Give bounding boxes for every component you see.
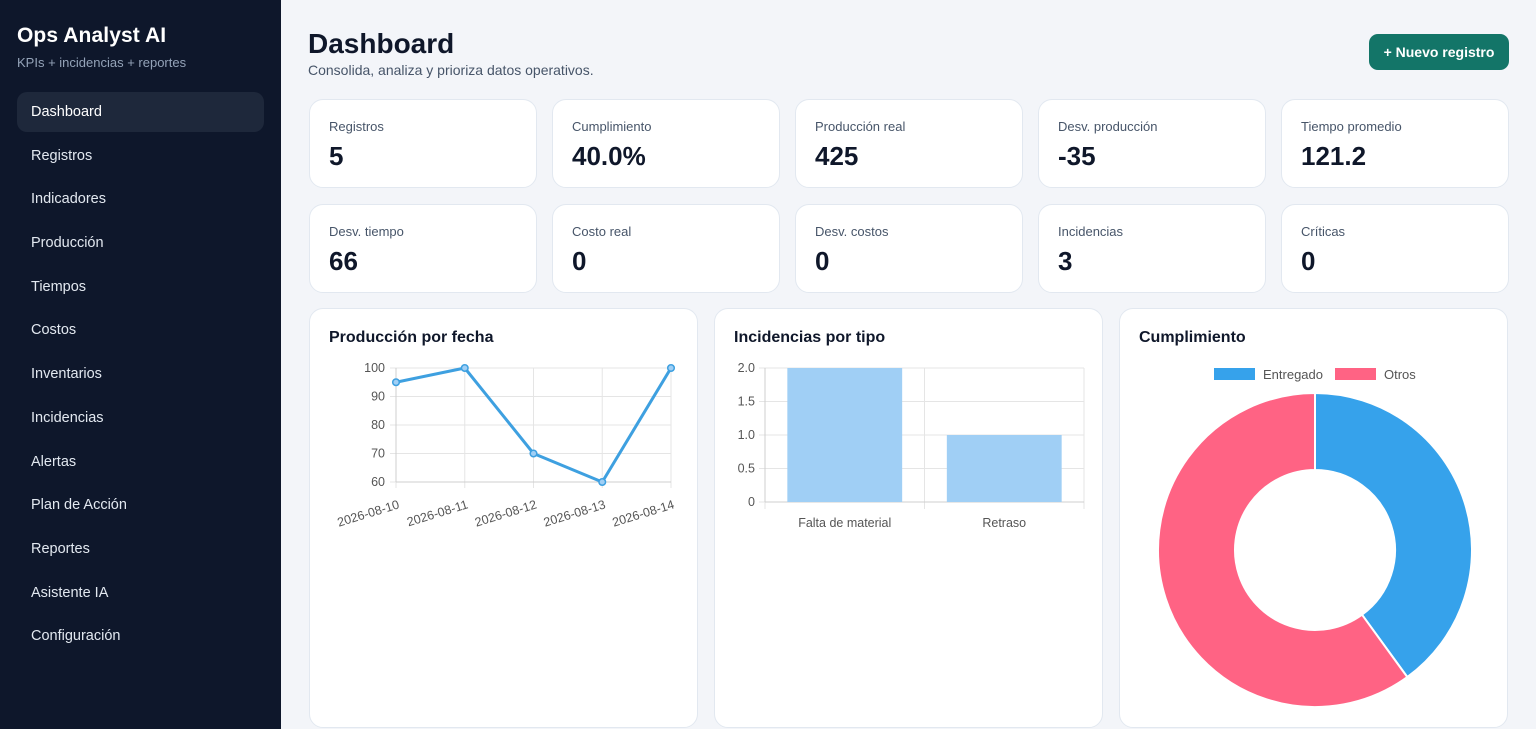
- sidebar-item-asistente-ia[interactable]: Asistente IA: [31, 584, 109, 601]
- kpi-value: 3: [1058, 246, 1073, 276]
- y-tick-label: 1.5: [738, 395, 755, 409]
- x-tick-label: 2026-08-11: [405, 497, 469, 529]
- legend-label: Otros: [1384, 367, 1416, 382]
- kpi-label: Costo real: [572, 224, 632, 239]
- x-tick-label: 2026-08-12: [473, 497, 538, 529]
- kpi-label: Cumplimiento: [572, 119, 652, 134]
- kpi-value: 0: [572, 246, 587, 276]
- kpi-card-desv-produccion: Desv. producción -35: [1038, 99, 1266, 188]
- sidebar-item-configuracion[interactable]: Configuración: [31, 628, 121, 645]
- kpi-value: 5: [329, 141, 344, 171]
- y-tick-label: 0.5: [738, 462, 755, 476]
- y-tick-label: 80: [371, 418, 385, 432]
- app-subtitle: KPIs + incidencias + reportes: [17, 55, 187, 70]
- sidebar-item-registros[interactable]: Registros: [31, 147, 93, 164]
- x-tick-label: 2026-08-10: [336, 497, 401, 529]
- kpi-card-tiempo-promedio: Tiempo promedio 121.2: [1281, 99, 1509, 188]
- sidebar-item-inventarios[interactable]: Inventarios: [31, 366, 102, 383]
- kpi-value: 40.0%: [572, 141, 646, 171]
- bar: [946, 435, 1062, 502]
- sidebar-nav: Dashboard Registros Indicadores Producci…: [17, 92, 264, 660]
- kpi-value: 121.2: [1301, 141, 1367, 171]
- y-tick-label: 100: [364, 361, 385, 375]
- x-tick-label: 2026-08-14: [611, 497, 676, 529]
- kpi-value: 0: [815, 246, 830, 276]
- page-title: Dashboard: [308, 28, 455, 59]
- kpi-card-criticas: Críticas 0: [1281, 204, 1509, 293]
- data-point: [529, 449, 538, 458]
- incidents-bar-chart: 2.0 1.5 1.0 0.5 0 Falta de material Retraso: [738, 361, 1085, 530]
- kpi-value: 66: [329, 246, 358, 276]
- sidebar-item-reportes[interactable]: Reportes: [31, 540, 90, 557]
- kpi-label: Desv. costos: [815, 224, 889, 239]
- production-chart-card: 100 90 80 70 60 2026-08-10 2026-08-11 2026-08-1…: [309, 308, 698, 728]
- sidebar-item-dashboard[interactable]: Dashboard: [17, 92, 264, 132]
- legend-label: Entregado: [1263, 367, 1323, 382]
- y-tick-label: 60: [371, 475, 385, 489]
- x-tick-label: Falta de material: [798, 516, 891, 530]
- sidebar-item-incidencias[interactable]: Incidencias: [31, 409, 104, 426]
- kpi-value: 425: [815, 141, 859, 171]
- kpi-label: Producción real: [815, 119, 906, 134]
- kpi-label: Tiempo promedio: [1301, 119, 1402, 134]
- kpi-card-produccion-real: Producción real 425: [795, 99, 1023, 188]
- y-tick-label: 1.0: [738, 428, 755, 442]
- donut-slice: [1314, 391, 1473, 679]
- x-tick-label: Retraso: [982, 516, 1026, 530]
- chart-title: Producción por fecha: [329, 329, 494, 346]
- sidebar-item-alertas[interactable]: Alertas: [31, 453, 77, 470]
- y-tick-label: 0: [748, 495, 755, 509]
- page-subtitle: Consolida, analiza y prioriza datos oper…: [308, 62, 594, 78]
- sidebar-item-indicadores[interactable]: Indicadores: [31, 191, 106, 208]
- data-point: [666, 363, 676, 373]
- x-tick-label: 2026-08-13: [542, 497, 607, 529]
- kpi-card-desv-tiempo: Desv. tiempo 66: [309, 204, 537, 293]
- kpi-label: Registros: [329, 119, 384, 134]
- bar: [787, 368, 903, 502]
- data-point: [460, 363, 469, 373]
- main-content: Dashboard Consolida, analiza y prioriza …: [281, 0, 1536, 729]
- kpi-value: -35: [1058, 141, 1096, 171]
- y-tick-label: 70: [371, 447, 385, 461]
- data-point: [598, 477, 607, 487]
- sidebar: Ops Analyst AI KPIs + incidencias + repo…: [0, 0, 281, 729]
- compliance-donut-chart: Entregado Otros: [1157, 367, 1473, 708]
- chart-title: Incidencias por tipo: [734, 329, 886, 346]
- y-tick-label: 90: [371, 390, 385, 404]
- kpi-card-cumplimiento: Cumplimiento 40.0%: [552, 99, 780, 188]
- kpi-card-desv-costos: Desv. costos 0: [795, 204, 1023, 293]
- legend-swatch: [1335, 368, 1376, 380]
- sidebar-item-produccion[interactable]: Producción: [31, 235, 104, 252]
- kpi-label: Desv. producción: [1058, 119, 1158, 134]
- compliance-chart-card: Entregado Otros Cumplimiento: [1119, 308, 1508, 728]
- kpi-card-costo-real: Costo real 0: [552, 204, 780, 293]
- kpi-label: Incidencias: [1058, 224, 1124, 239]
- sidebar-item-costos[interactable]: Costos: [31, 322, 77, 339]
- sidebar-item-tiempos[interactable]: Tiempos: [31, 278, 87, 295]
- app-title: Ops Analyst AI: [17, 24, 167, 47]
- kpi-card-registros: Registros 5: [309, 99, 537, 188]
- new-record-button[interactable]: + Nuevo registro: [1369, 34, 1509, 70]
- chart-title: Cumplimiento: [1139, 329, 1246, 346]
- kpi-value: 0: [1301, 246, 1316, 276]
- data-point: [391, 378, 401, 387]
- legend-swatch: [1214, 368, 1255, 380]
- kpi-label: Críticas: [1301, 224, 1346, 239]
- sidebar-item-plan-de-accion[interactable]: Plan de Acción: [31, 497, 127, 514]
- incidents-chart-card: 2.0 1.5 1.0 0.5 0 Falta de material Retraso In…: [714, 308, 1103, 728]
- y-tick-label: 2.0: [738, 361, 755, 375]
- kpi-label: Desv. tiempo: [329, 224, 404, 239]
- donut-slice: [1157, 391, 1409, 708]
- kpi-card-incidencias: Incidencias 3: [1038, 204, 1266, 293]
